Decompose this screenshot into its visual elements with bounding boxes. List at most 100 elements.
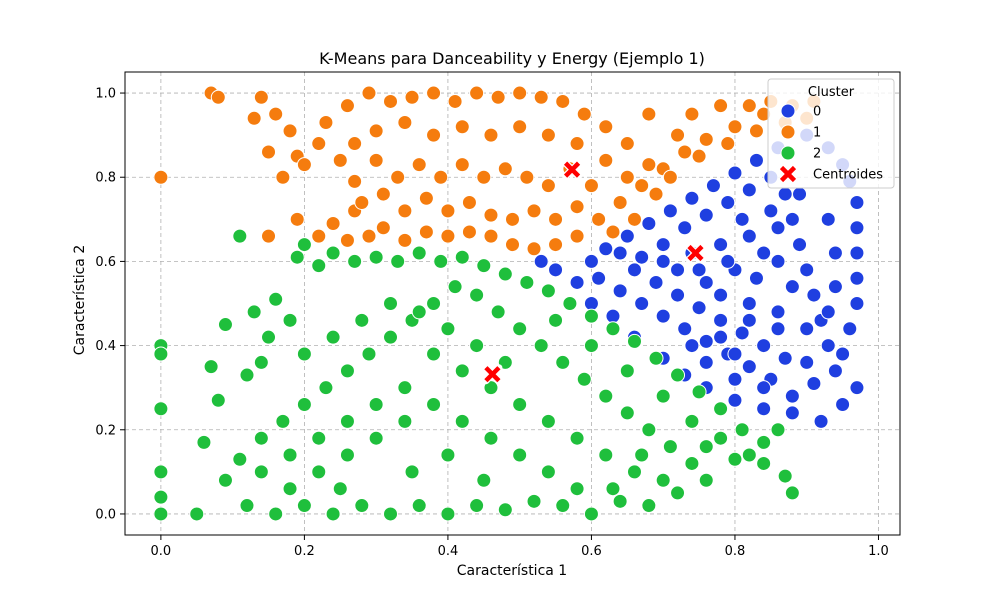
- data-point: [483, 228, 499, 244]
- data-point: [261, 228, 277, 244]
- legend-marker: [780, 103, 796, 119]
- data-point: [820, 338, 836, 354]
- data-point: [469, 287, 485, 303]
- data-point: [713, 98, 729, 114]
- data-point: [253, 464, 269, 480]
- data-point: [698, 207, 714, 223]
- data-point: [519, 274, 535, 290]
- data-point: [756, 338, 772, 354]
- legend-entry: 0: [780, 103, 821, 120]
- data-point: [153, 401, 169, 417]
- data-point: [670, 262, 686, 278]
- data-point: [347, 136, 363, 152]
- data-point: [763, 203, 779, 219]
- data-point: [655, 308, 671, 324]
- data-point: [612, 493, 628, 509]
- y-tick-label: 0.8: [95, 171, 116, 186]
- data-point: [684, 190, 700, 206]
- data-point: [411, 304, 427, 320]
- data-point: [261, 329, 277, 345]
- data-point: [784, 279, 800, 295]
- data-point: [799, 354, 815, 370]
- data-point: [598, 388, 614, 404]
- data-point: [569, 430, 585, 446]
- legend-label: 0: [813, 105, 821, 120]
- data-point: [454, 249, 470, 265]
- data-point: [404, 89, 420, 105]
- data-point: [605, 224, 621, 240]
- data-point: [361, 85, 377, 101]
- data-point: [684, 106, 700, 122]
- data-point: [713, 237, 729, 253]
- data-point: [684, 455, 700, 471]
- data-point: [562, 296, 578, 311]
- data-point: [383, 329, 399, 345]
- data-point: [339, 447, 355, 463]
- data-point: [275, 413, 291, 429]
- plot-frame: [124, 71, 901, 536]
- data-point: [469, 338, 485, 354]
- data-point: [770, 220, 786, 236]
- data-point: [641, 157, 657, 173]
- data-point: [713, 312, 729, 328]
- data-point: [626, 262, 642, 278]
- legend-marker: [780, 145, 796, 161]
- data-point: [533, 89, 549, 105]
- data-point: [655, 237, 671, 253]
- data-point: [433, 169, 449, 185]
- data-point: [626, 333, 642, 349]
- data-point: [325, 329, 341, 345]
- data-point: [741, 182, 757, 198]
- data-point: [641, 216, 657, 232]
- data-point: [583, 506, 599, 522]
- series-cluster-0: [533, 127, 865, 429]
- data-point: [483, 207, 499, 223]
- data-point: [849, 220, 865, 236]
- data-point: [756, 380, 772, 396]
- data-point: [375, 220, 391, 236]
- data-point: [583, 338, 599, 354]
- data-point: [383, 93, 399, 109]
- data-point: [770, 422, 786, 438]
- data-point: [390, 169, 406, 185]
- data-point: [641, 422, 657, 438]
- data-point: [670, 127, 686, 143]
- data-point: [282, 447, 298, 463]
- data-point: [426, 296, 442, 311]
- legend-label: 1: [813, 126, 821, 141]
- data-point: [806, 287, 822, 303]
- data-point: [153, 346, 169, 362]
- data-point: [383, 296, 399, 311]
- data-point: [770, 304, 786, 320]
- data-point: [842, 321, 858, 337]
- data-point: [727, 371, 743, 387]
- data-point: [426, 127, 442, 143]
- data-point: [655, 472, 671, 488]
- data-point: [612, 245, 628, 261]
- data-point: [275, 169, 291, 185]
- data-point: [217, 317, 233, 333]
- data-point: [289, 249, 305, 265]
- data-point: [318, 380, 334, 396]
- data-point: [217, 472, 233, 488]
- data-point: [619, 136, 635, 152]
- data-point: [533, 253, 549, 269]
- data-point: [634, 447, 650, 463]
- data-point: [540, 127, 556, 143]
- data-point: [583, 296, 599, 311]
- centroid-markers: [482, 159, 706, 385]
- data-point: [598, 447, 614, 463]
- data-point: [540, 283, 556, 299]
- data-point: [354, 194, 370, 210]
- data-point: [827, 245, 843, 261]
- data-point: [555, 93, 571, 109]
- data-point: [705, 178, 721, 194]
- data-point: [533, 338, 549, 354]
- data-point: [598, 119, 614, 135]
- data-point: [605, 481, 621, 497]
- data-point: [210, 89, 226, 105]
- data-point: [232, 451, 248, 467]
- x-axis-label: Característica 1: [457, 563, 567, 579]
- data-point: [677, 220, 693, 236]
- data-point: [619, 169, 635, 185]
